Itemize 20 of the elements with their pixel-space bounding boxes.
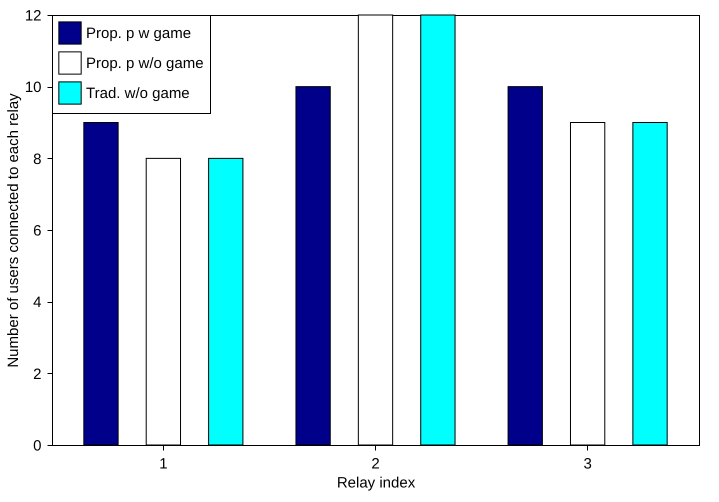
legend-label: Trad. w/o game	[86, 85, 190, 102]
x-axis-title: Relay index	[336, 474, 416, 492]
x-tick-label: 1	[159, 456, 168, 472]
y-tick-label: 6	[33, 222, 42, 240]
legend-label: Prop. p w game	[86, 25, 192, 42]
x-tick-label: 3	[583, 456, 592, 472]
legend-label: Prop. p w/o game	[86, 55, 204, 72]
x-tick-label: 2	[371, 456, 380, 472]
y-tick-label: 0	[33, 438, 42, 454]
bar	[632, 122, 668, 446]
y-tick-label: 8	[33, 150, 42, 168]
y-axis-title: Number of users connected to each relay	[4, 92, 22, 368]
bar	[83, 122, 119, 446]
y-tick-label: 12	[24, 8, 42, 24]
bar	[208, 158, 244, 446]
y-tick-label: 4	[33, 294, 42, 312]
y-tick-label: 2	[33, 366, 42, 383]
bar	[295, 86, 331, 446]
y-tick-label: 10	[24, 79, 42, 96]
bar	[508, 86, 543, 446]
